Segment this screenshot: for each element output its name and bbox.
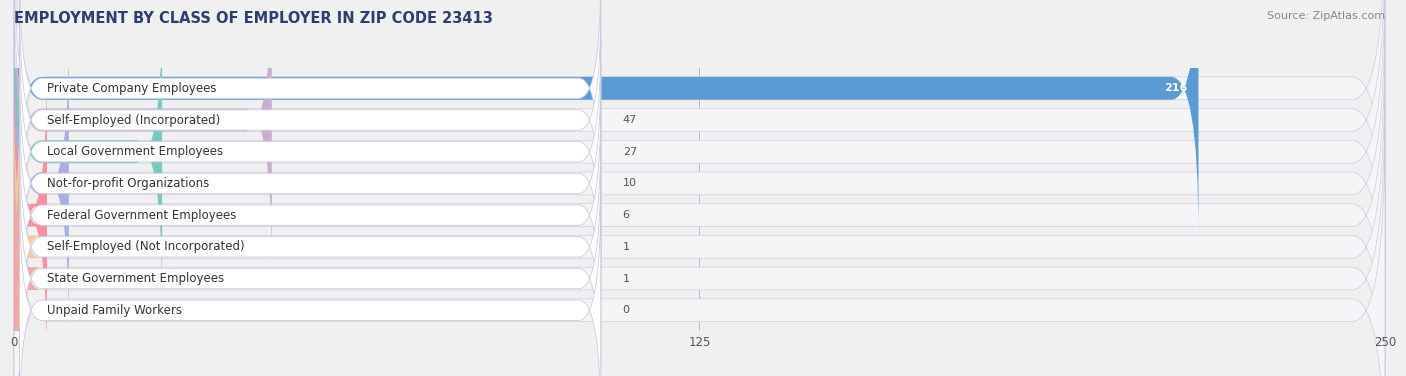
Text: Private Company Employees: Private Company Employees bbox=[46, 82, 217, 95]
Text: 1: 1 bbox=[623, 242, 630, 252]
FancyBboxPatch shape bbox=[14, 0, 271, 267]
FancyBboxPatch shape bbox=[0, 100, 42, 376]
Text: Not-for-profit Organizations: Not-for-profit Organizations bbox=[46, 177, 209, 190]
FancyBboxPatch shape bbox=[14, 0, 1385, 299]
Text: 47: 47 bbox=[623, 115, 637, 125]
FancyBboxPatch shape bbox=[20, 130, 600, 364]
FancyBboxPatch shape bbox=[0, 132, 42, 376]
FancyBboxPatch shape bbox=[20, 0, 600, 205]
FancyBboxPatch shape bbox=[14, 0, 1385, 331]
FancyBboxPatch shape bbox=[14, 5, 1385, 362]
Text: State Government Employees: State Government Employees bbox=[46, 272, 224, 285]
FancyBboxPatch shape bbox=[20, 194, 600, 376]
FancyBboxPatch shape bbox=[14, 36, 69, 331]
Text: Source: ZipAtlas.com: Source: ZipAtlas.com bbox=[1267, 11, 1385, 21]
Text: Unpaid Family Workers: Unpaid Family Workers bbox=[46, 304, 181, 317]
Text: EMPLOYMENT BY CLASS OF EMPLOYER IN ZIP CODE 23413: EMPLOYMENT BY CLASS OF EMPLOYER IN ZIP C… bbox=[14, 11, 494, 26]
Text: 1: 1 bbox=[623, 274, 630, 284]
FancyBboxPatch shape bbox=[20, 99, 600, 332]
Text: Self-Employed (Incorporated): Self-Employed (Incorporated) bbox=[46, 114, 221, 126]
Text: Local Government Employees: Local Government Employees bbox=[46, 145, 224, 158]
FancyBboxPatch shape bbox=[14, 100, 1385, 376]
FancyBboxPatch shape bbox=[20, 67, 600, 300]
Text: 6: 6 bbox=[623, 210, 630, 220]
Text: 27: 27 bbox=[623, 147, 637, 157]
FancyBboxPatch shape bbox=[20, 35, 600, 268]
FancyBboxPatch shape bbox=[14, 0, 1198, 235]
FancyBboxPatch shape bbox=[20, 162, 600, 376]
FancyBboxPatch shape bbox=[14, 5, 162, 299]
Text: 216: 216 bbox=[1164, 83, 1188, 93]
FancyBboxPatch shape bbox=[14, 68, 46, 362]
FancyBboxPatch shape bbox=[14, 36, 1385, 376]
FancyBboxPatch shape bbox=[14, 132, 1385, 376]
Text: 10: 10 bbox=[623, 179, 637, 188]
FancyBboxPatch shape bbox=[14, 0, 1385, 267]
Text: Federal Government Employees: Federal Government Employees bbox=[46, 209, 236, 221]
Text: Self-Employed (Not Incorporated): Self-Employed (Not Incorporated) bbox=[46, 240, 245, 253]
FancyBboxPatch shape bbox=[14, 68, 1385, 376]
FancyBboxPatch shape bbox=[20, 3, 600, 237]
Text: 0: 0 bbox=[623, 305, 630, 315]
